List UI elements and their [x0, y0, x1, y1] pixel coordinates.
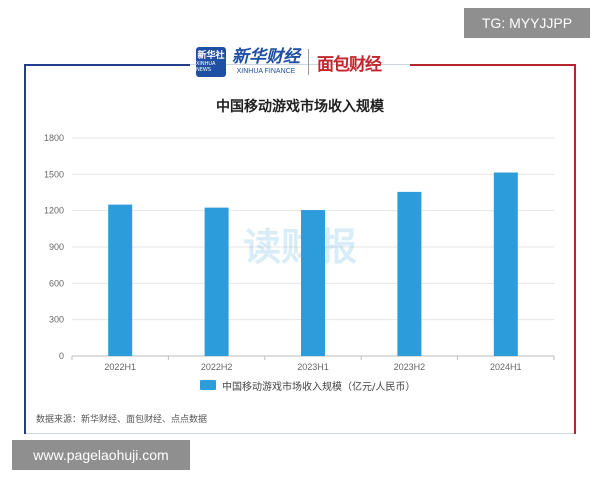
logo-divider: [308, 49, 309, 75]
xinhua-badge-en: XINHUA NEWS: [196, 61, 216, 73]
xinhua-badge-logo: 新华社 XINHUA NEWS: [196, 47, 226, 77]
brand-line-red: [410, 64, 576, 66]
y-tick-label: 900: [49, 242, 64, 252]
data-source-note: 数据来源：新华财经、面包财经、点点数据: [36, 415, 208, 425]
legend-swatch: [200, 380, 216, 390]
bar-2023H1: [301, 210, 325, 356]
logo-row: 新华社 XINHUA NEWS 新华财经 XINHUA FINANCE 面包财经: [196, 46, 382, 78]
bar-2023H2: [397, 191, 422, 356]
tg-watermark: TG: MYYJJPP: [464, 8, 590, 38]
mianbao-finance-logo: 面包财经: [317, 54, 382, 75]
card-border-right: [574, 64, 576, 434]
bar-2022H1: [108, 204, 133, 356]
y-tick-label: 300: [49, 315, 64, 325]
xinhua-finance-en: XINHUA FINANCE: [236, 68, 296, 75]
url-watermark: www.pagelaohuji.com: [12, 440, 190, 470]
x-tick-label: 2023H1: [297, 362, 329, 372]
y-tick-label: 0: [59, 351, 64, 361]
xinhua-finance-cn: 新华财经: [232, 47, 300, 67]
x-tick-label: 2022H2: [201, 362, 233, 372]
y-tick-label: 1200: [44, 206, 64, 216]
bar-chart: 0 300 600 900 1200 1500 1800 读财报 2022H1 2022H2 2…: [44, 133, 555, 372]
legend-label: 中国移动游戏市场收入规模（亿元/人民币）: [222, 381, 416, 393]
brand-line-blue: [24, 64, 190, 66]
card-border-left: [24, 64, 26, 434]
y-tick-label: 600: [49, 278, 64, 288]
chart-legend: 中国移动游戏市场收入规模（亿元/人民币）: [200, 378, 416, 393]
center-watermark: 读财报: [243, 225, 357, 269]
y-tick-label: 1500: [44, 169, 64, 179]
chart-title: 中国移动游戏市场收入规模: [216, 99, 384, 115]
bar-2022H2: [204, 207, 229, 356]
bar-2024H1: [493, 172, 518, 356]
x-tick-label: 2022H1: [104, 362, 136, 372]
x-tick-label: 2023H2: [394, 362, 426, 372]
x-tick-label: 2024H1: [490, 362, 522, 372]
xinhua-finance-logo: 新华财经 XINHUA FINANCE: [232, 47, 300, 76]
y-tick-label: 1800: [44, 133, 64, 143]
xinhua-badge-cn: 新华社: [197, 51, 225, 61]
